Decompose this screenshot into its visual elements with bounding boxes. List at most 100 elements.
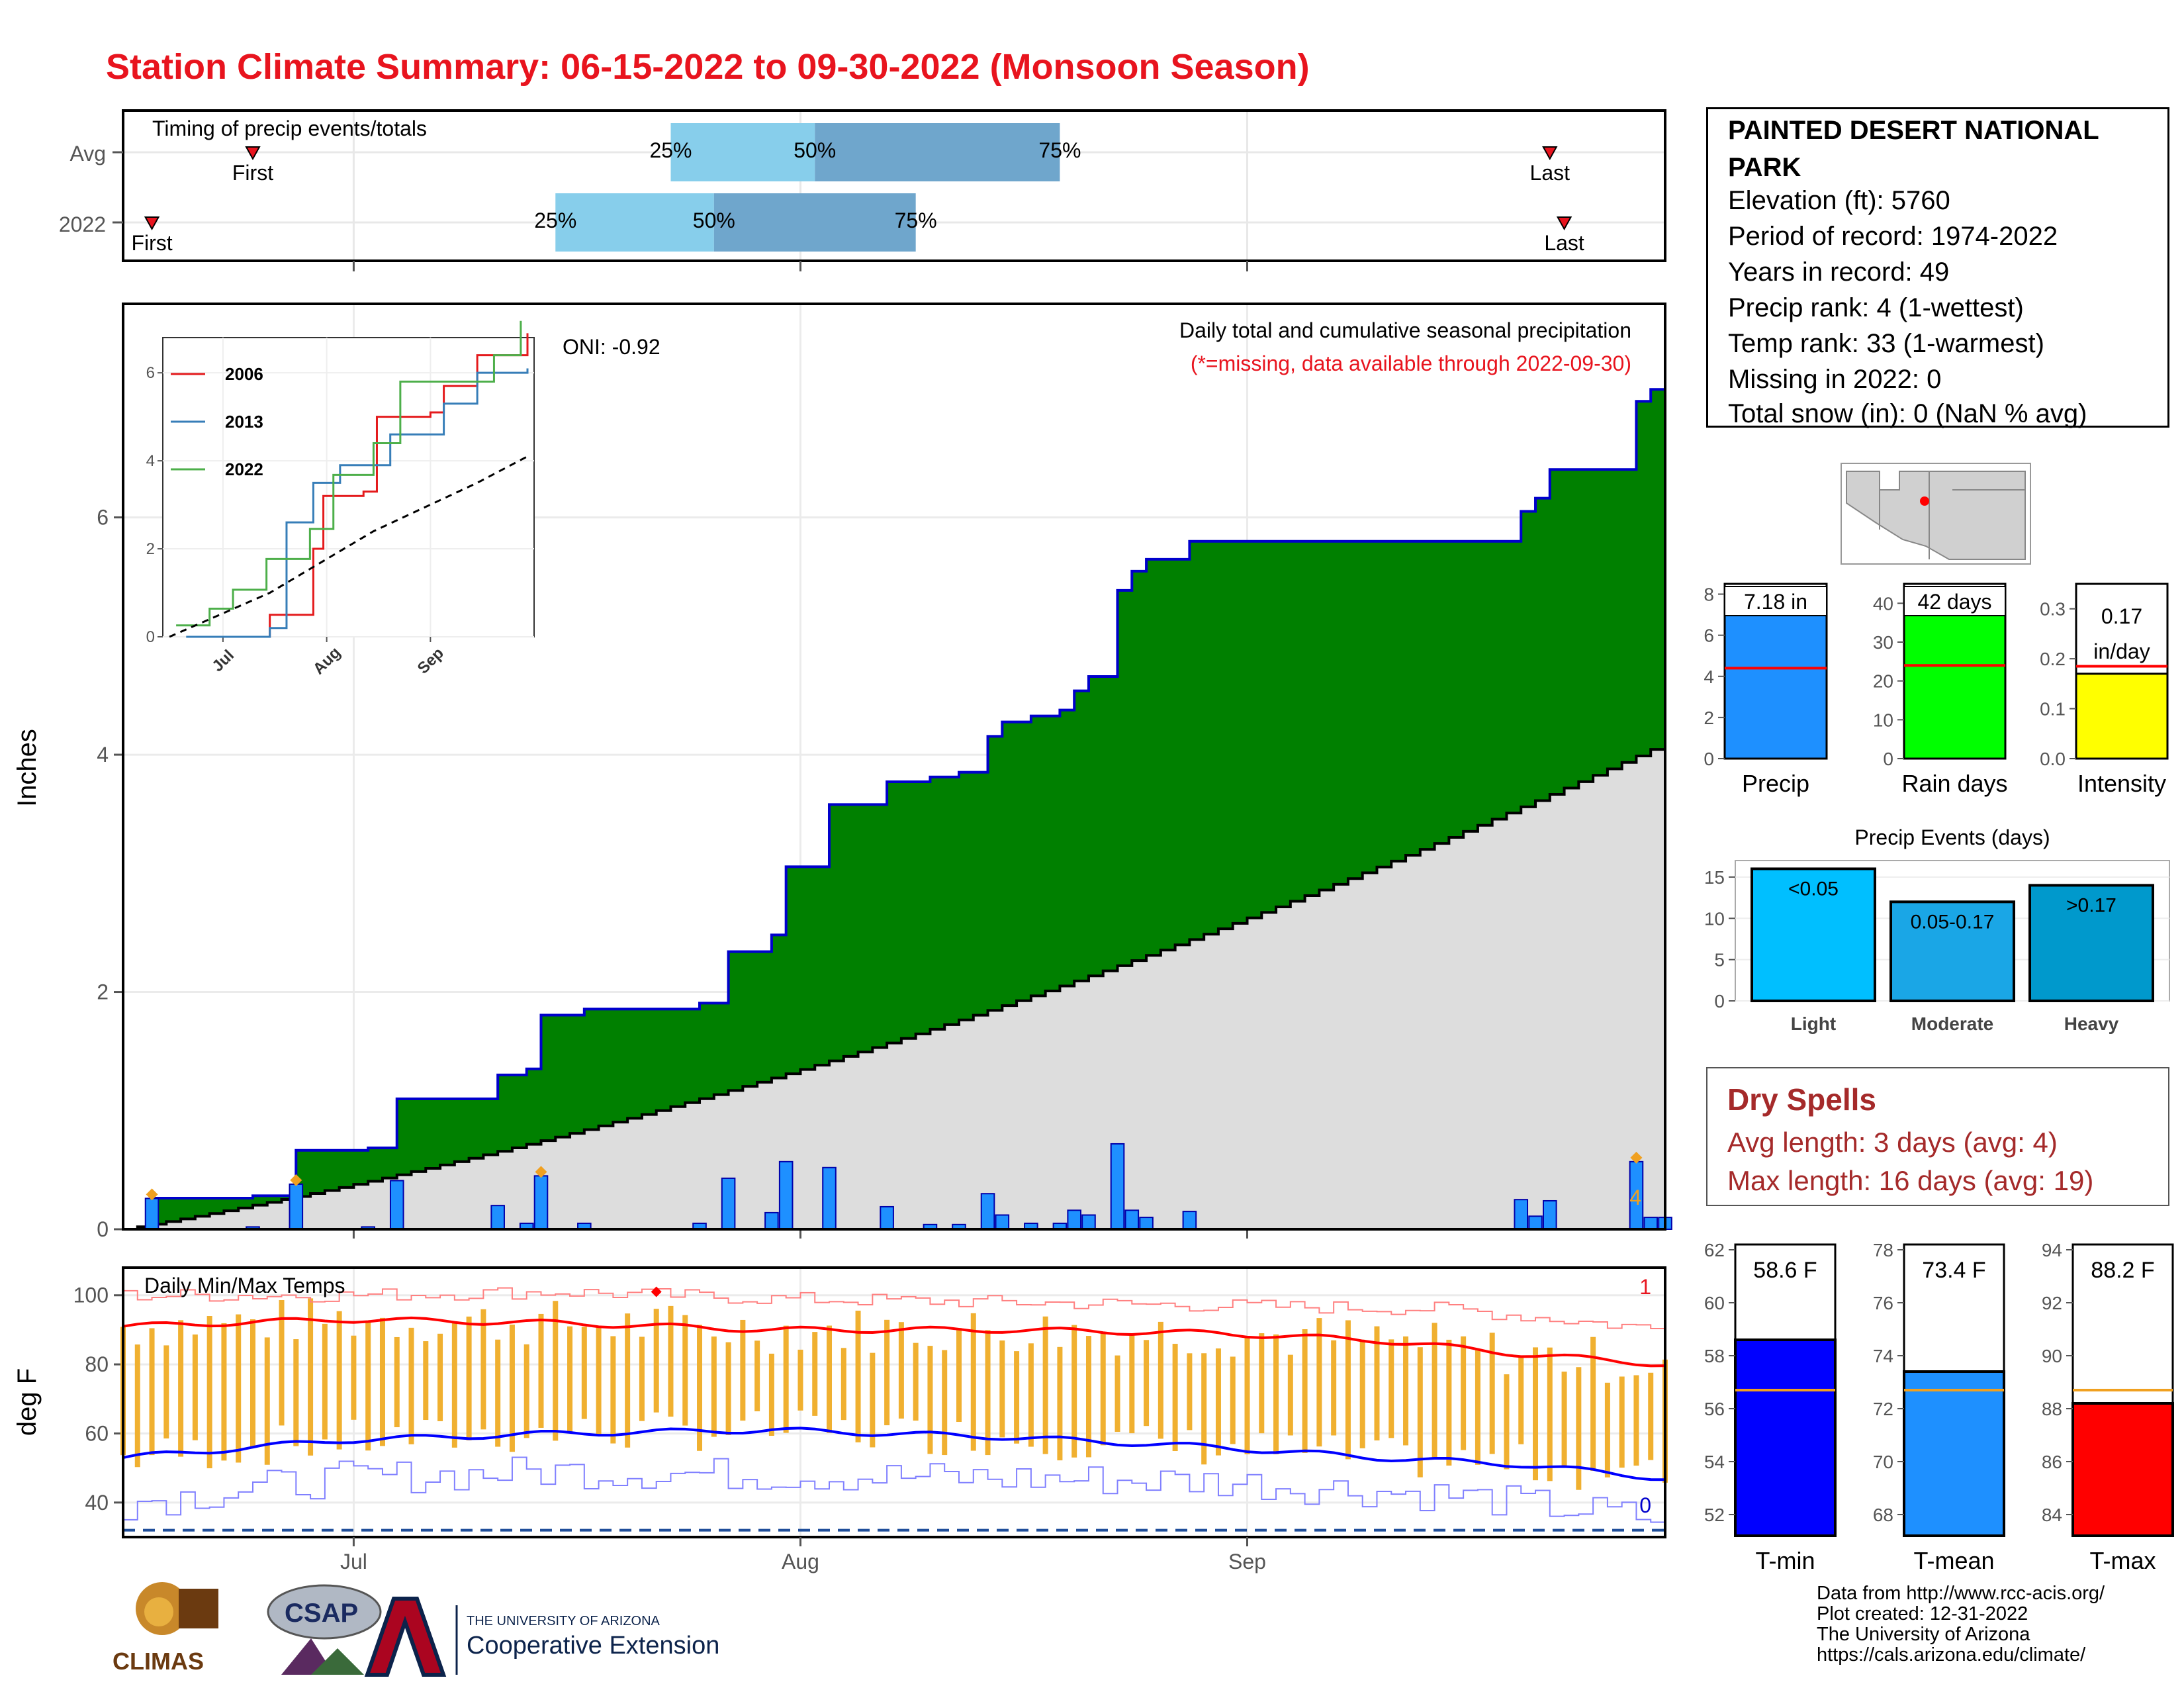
daily-temp-range-bar	[596, 1327, 602, 1436]
daily-temp-range-bar	[1071, 1325, 1077, 1458]
daily-temp-range-bar	[1388, 1339, 1394, 1438]
avg-tmax-line	[122, 1316, 1666, 1368]
temp-summary-tick-label: 90	[2042, 1346, 2062, 1366]
daily-temp-range-bar	[1561, 1372, 1567, 1468]
avg-tmin-line	[122, 1427, 1666, 1481]
daily-temp-range-bar	[308, 1298, 314, 1456]
daily-precip-bar	[289, 1183, 304, 1231]
university-of-arizona-logo: THE UNIVERSITY OF ARIZONA Cooperative Ex…	[364, 1597, 719, 1677]
daily-precip-bar	[1081, 1214, 1096, 1231]
daily-precip-bar	[822, 1166, 837, 1231]
station-temp-rank: Temp rank: 33 (1-warmest)	[1728, 329, 2044, 358]
quartile-bar-25-50	[670, 123, 815, 181]
temp-summary-value-label: 73.4 F	[1922, 1258, 1985, 1283]
daily-temp-range-bar	[553, 1301, 559, 1441]
summary-bar-tick-label: 20	[1873, 671, 1893, 692]
daily-temp-range-bar	[1014, 1351, 1020, 1444]
temp-summary-tick-label: 56	[1704, 1399, 1725, 1419]
daily-temp-range-bar	[1417, 1347, 1423, 1477]
daily-temp-range-bar	[812, 1332, 818, 1416]
timing-panel-label: Timing of precip events/totals	[152, 117, 427, 140]
quartile-bar-50-75	[815, 123, 1060, 181]
last-event-marker	[1542, 146, 1558, 161]
temp-summary-tick-label: 52	[1704, 1505, 1725, 1525]
daily-precip-bar	[1124, 1209, 1140, 1231]
precip-ylabel: Inches	[13, 729, 42, 807]
daily-temp-range-bar	[264, 1337, 270, 1465]
events-category-label: Heavy	[2064, 1013, 2119, 1034]
daily-temp-range-bar	[236, 1314, 242, 1463]
first-event-marker	[245, 146, 261, 161]
daily-temp-range-bar	[1533, 1347, 1539, 1481]
daily-temp-range-bar	[1604, 1382, 1610, 1477]
events-title: Precip Events (days)	[1854, 825, 2050, 849]
dry-spells-max-length: Max length: 16 days (avg: 19)	[1727, 1165, 2094, 1196]
precip-panel-subtitle: (*=missing, data available through 2022-…	[1191, 352, 1631, 375]
daily-temp-range-bar	[394, 1336, 400, 1428]
summary-bar-tick-label: 0.1	[2040, 699, 2066, 720]
daily-temp-range-bar	[797, 1349, 803, 1411]
daily-temp-range-bar	[1403, 1336, 1409, 1446]
page-title: Station Climate Summary: 06-15-2022 to 0…	[106, 47, 1310, 87]
daily-temp-range-bar	[653, 1309, 659, 1413]
first-event-label: First	[232, 161, 273, 185]
svg-text:CLIMAS: CLIMAS	[113, 1648, 204, 1675]
inset-ytick-label: 6	[146, 364, 155, 382]
precip-panel: 0 2 4 6 Daily total and cumulative seasonal…	[13, 303, 1672, 1241]
summary-bar-tick-label: 0	[1883, 749, 1893, 769]
events-bar	[2028, 884, 2154, 1002]
summary-bar-value	[1903, 594, 2007, 760]
daily-temp-range-bar	[149, 1328, 155, 1456]
daily-precip-bar	[1067, 1209, 1081, 1231]
daily-precip-bar	[995, 1214, 1010, 1231]
daily-temp-range-bar	[1085, 1336, 1091, 1458]
daily-temp-range-bar	[423, 1341, 429, 1421]
svg-text:Cooperative Extension: Cooperative Extension	[467, 1632, 719, 1660]
daily-temp-range-bar	[408, 1327, 414, 1444]
inset-frame	[162, 337, 535, 637]
daily-temp-range-bar	[1158, 1321, 1163, 1439]
svg-text:THE UNIVERSITY OF ARIZONA: THE UNIVERSITY OF ARIZONA	[467, 1614, 660, 1628]
daily-temp-range-bar	[870, 1352, 876, 1448]
daily-temp-range-bar	[293, 1339, 299, 1446]
events-tick-label: 15	[1704, 867, 1725, 888]
events-category-label: Light	[1791, 1013, 1836, 1034]
daily-temp-range-bar	[1331, 1340, 1337, 1436]
summary-bar-tick-label: 10	[1873, 710, 1893, 730]
temp-summary-tick-label: 78	[1873, 1240, 1893, 1260]
quartile-bar-25-50	[555, 193, 714, 252]
summary-bar-tick-label: 4	[1704, 667, 1714, 687]
daily-temp-range-bar	[1590, 1336, 1596, 1471]
daily-temp-range-bar	[379, 1317, 385, 1446]
summary-bar-tick-label: 0.2	[2040, 649, 2066, 669]
precip-marker-diamond	[1630, 1151, 1643, 1164]
dry-spells-avg-length: Avg length: 3 days (avg: 4)	[1727, 1127, 2058, 1158]
daily-precip-bar	[721, 1177, 736, 1231]
date-xtick-label: Sep	[1228, 1550, 1266, 1573]
daily-temp-range-bar	[1359, 1339, 1365, 1448]
daily-temp-range-bar	[1057, 1346, 1063, 1461]
daily-temp-range-bar	[942, 1350, 948, 1456]
cumulative-2022-line	[123, 377, 1666, 1231]
daily-temp-range-bar	[970, 1313, 976, 1451]
precip-panel-title: Daily total and cumulative seasonal prec…	[1179, 318, 1631, 342]
daily-temp-range-bar	[451, 1323, 457, 1448]
daily-temp-range-bar	[1345, 1320, 1351, 1460]
timing-row-label-avg: Avg	[69, 142, 106, 165]
inset-legend-label: 2022	[225, 459, 263, 479]
precip-ytick-label: 0	[97, 1217, 109, 1241]
date-xtick-label: Jul	[340, 1550, 367, 1573]
events-tick-label: 0	[1714, 991, 1725, 1011]
daily-temp-range-bar	[956, 1328, 962, 1423]
temp-summary-tick-label: 58	[1704, 1346, 1725, 1366]
quartile-label-75: 75%	[895, 209, 937, 232]
inset-ytick-label: 0	[146, 628, 155, 646]
daily-precip-bar	[980, 1193, 995, 1230]
temp-ytick-label: 40	[85, 1491, 109, 1515]
daily-temp-range-bar	[827, 1325, 833, 1433]
daily-temp-range-bar	[1115, 1355, 1120, 1432]
first-event-marker	[144, 216, 160, 231]
station-info-box: PAINTED DESERT NATIONAL PARK Elevation (…	[1706, 107, 2169, 428]
temp-ylabel: deg F	[13, 1368, 42, 1436]
